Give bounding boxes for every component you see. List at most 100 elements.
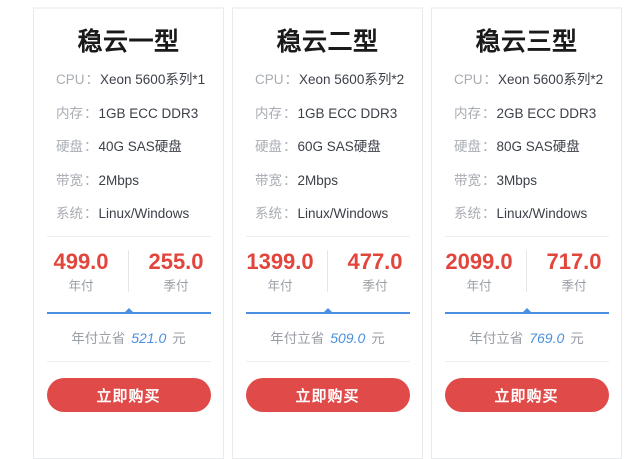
- spec-list: CPU ： Xeon 5600系列*2 内存 ： 1GB ECC DDR3 硬盘…: [233, 73, 422, 221]
- spec-value: Linux/Windows: [297, 206, 389, 221]
- spec-separator: ：: [283, 105, 297, 121]
- divider-above-price: [444, 235, 609, 237]
- spec-row-cpu: CPU ： Xeon 5600系列*1: [50, 73, 205, 87]
- spec-row-cpu: CPU ： Xeon 5600系列*2: [249, 73, 404, 87]
- spec-separator: ：: [283, 206, 297, 221]
- spec-row-cpu: CPU ： Xeon 5600系列*2: [448, 73, 603, 87]
- spec-value: Xeon 5600系列*1: [100, 72, 206, 87]
- spec-row-disk: 硬盘 ： 80G SAS硬盘: [448, 140, 580, 154]
- spec-value: 2Mbps: [98, 172, 140, 188]
- spec-label: CPU: [454, 72, 483, 87]
- spec-row-os: 系统 ： Linux/Windows: [448, 207, 587, 221]
- price-cell-quarterly[interactable]: 255.0 季付: [129, 248, 223, 293]
- price-row: 499.0 年付 255.0 季付: [34, 248, 223, 293]
- price-term-yearly: 年付: [267, 278, 293, 293]
- selection-marker-icon: [124, 308, 133, 313]
- spec-value: 1GB ECC DDR3: [98, 105, 199, 121]
- spec-label: 硬盘: [56, 139, 83, 154]
- spec-label: 系统: [454, 206, 481, 221]
- spec-separator: ：: [482, 206, 496, 221]
- savings-unit: 元: [172, 331, 186, 347]
- price-row: 2099.0 年付 717.0 季付: [432, 249, 621, 293]
- price-row: 1399.0 年付 477.0 季付: [233, 248, 422, 293]
- spec-value: 2Mbps: [297, 172, 339, 188]
- spec-separator: ：: [84, 105, 98, 121]
- price-term-quarterly: 季付: [561, 278, 587, 293]
- spec-row-disk: 硬盘 ： 40G SAS硬盘: [50, 140, 182, 154]
- divider-above-price: [46, 235, 211, 237]
- spec-label: 硬盘: [255, 139, 282, 154]
- price-amount-quarterly: 255.0: [148, 248, 204, 274]
- buy-now-button[interactable]: 立即购买: [46, 378, 211, 413]
- savings-row: 年付立省 509.0 元: [270, 327, 385, 347]
- price-cell-yearly[interactable]: 499.0 年付: [34, 249, 129, 293]
- spec-row-memory: 内存 ： 1GB ECC DDR3: [249, 105, 398, 121]
- spec-list: CPU ： Xeon 5600系列*1 内存 ： 1GB ECC DDR3 硬盘…: [34, 73, 223, 221]
- spec-label: 带宽: [454, 172, 481, 188]
- selection-rule: [444, 312, 609, 315]
- price-term-quarterly: 季付: [163, 278, 189, 293]
- spec-label: 内存: [255, 105, 282, 121]
- buy-now-button[interactable]: 立即购买: [245, 378, 410, 413]
- divider-above-price: [245, 235, 410, 237]
- spec-separator: ：: [84, 172, 98, 188]
- spec-label: 内存: [56, 105, 83, 121]
- spec-row-os: 系统 ： Linux/Windows: [50, 207, 189, 221]
- spec-value: Xeon 5600系列*2: [498, 72, 604, 87]
- price-cell-yearly[interactable]: 1399.0 年付: [233, 249, 328, 293]
- spec-separator: ：: [85, 72, 100, 87]
- spec-label: CPU: [255, 72, 284, 87]
- spec-separator: ：: [84, 206, 98, 221]
- plan-card[interactable]: 稳云二型 CPU ： Xeon 5600系列*2 内存 ： 1GB ECC DD…: [232, 7, 423, 459]
- plan-card[interactable]: 稳云一型 CPU ： Xeon 5600系列*1 内存 ： 1GB ECC DD…: [33, 7, 224, 459]
- price-cell-quarterly[interactable]: 717.0 季付: [527, 249, 621, 293]
- spec-row-memory: 内存 ： 2GB ECC DDR3: [448, 105, 597, 121]
- spec-row-os: 系统 ： Linux/Windows: [249, 207, 388, 221]
- savings-label: 年付立省: [270, 331, 325, 347]
- spec-list: CPU ： Xeon 5600系列*2 内存 ： 2GB ECC DDR3 硬盘…: [432, 73, 621, 221]
- divider-above-button: [46, 361, 211, 363]
- price-term-quarterly: 季付: [362, 278, 388, 293]
- pricing-board: 稳云一型 CPU ： Xeon 5600系列*1 内存 ： 1GB ECC DD…: [33, 7, 622, 459]
- selection-rule: [245, 312, 410, 315]
- price-amount-quarterly: 477.0: [347, 248, 403, 274]
- spec-label: 系统: [255, 206, 282, 221]
- price-term-yearly: 年付: [466, 278, 492, 293]
- divider-above-button: [444, 361, 609, 363]
- spec-separator: ：: [482, 172, 496, 188]
- spec-value: 3Mbps: [496, 172, 538, 188]
- savings-value: 521.0: [131, 330, 167, 347]
- spec-separator: ：: [284, 72, 299, 87]
- spec-label: 内存: [454, 105, 481, 121]
- spec-label: 带宽: [56, 172, 83, 188]
- spec-row-memory: 内存 ： 1GB ECC DDR3: [50, 105, 199, 121]
- selection-indicator: [444, 306, 609, 315]
- savings-unit: 元: [570, 331, 584, 347]
- spec-row-bandwidth: 带宽 ： 2Mbps: [249, 172, 339, 188]
- savings-value: 769.0: [529, 330, 565, 347]
- buy-now-button[interactable]: 立即购买: [444, 378, 609, 413]
- spec-value: 2GB ECC DDR3: [496, 105, 597, 121]
- price-cell-quarterly[interactable]: 477.0 季付: [328, 248, 422, 293]
- plan-title: 稳云一型: [77, 28, 180, 56]
- plan-title: 稳云三型: [475, 28, 578, 56]
- selection-rule: [46, 312, 211, 315]
- spec-separator: ：: [84, 139, 98, 154]
- spec-value: 80G SAS硬盘: [496, 139, 580, 154]
- price-cell-yearly[interactable]: 2099.0 年付: [432, 249, 527, 293]
- divider-above-button: [245, 361, 410, 363]
- savings-row: 年付立省 769.0 元: [469, 327, 584, 347]
- spec-label: CPU: [56, 72, 85, 87]
- plan-title: 稳云二型: [276, 28, 379, 56]
- savings-row: 年付立省 521.0 元: [71, 327, 186, 347]
- selection-marker-icon: [323, 308, 332, 313]
- spec-value: 1GB ECC DDR3: [297, 105, 398, 121]
- plan-card[interactable]: 稳云三型 CPU ： Xeon 5600系列*2 内存 ： 2GB ECC DD…: [431, 7, 622, 459]
- spec-separator: ：: [482, 105, 496, 121]
- spec-value: Linux/Windows: [98, 206, 190, 221]
- spec-value: Linux/Windows: [496, 206, 588, 221]
- price-term-yearly: 年付: [68, 278, 94, 293]
- spec-value: 60G SAS硬盘: [297, 139, 381, 154]
- spec-separator: ：: [483, 72, 498, 87]
- spec-separator: ：: [482, 139, 496, 154]
